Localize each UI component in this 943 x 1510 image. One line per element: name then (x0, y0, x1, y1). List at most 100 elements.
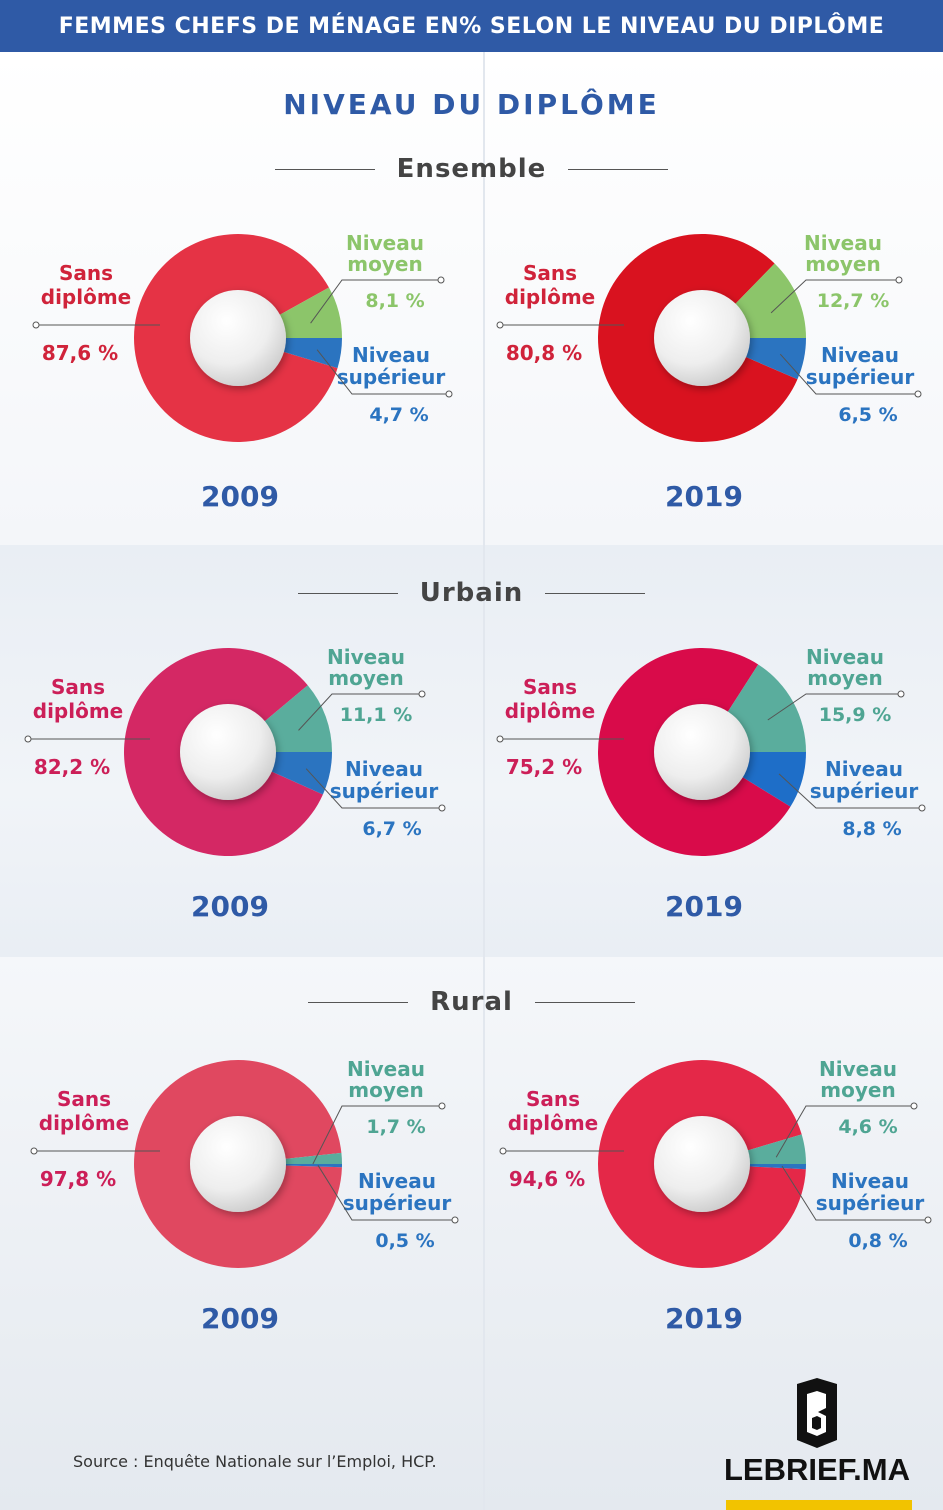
label-niveau-superieur-line2: supérieur (810, 779, 919, 803)
label-niveau-moyen-line1: Niveau (347, 1057, 425, 1081)
value-niveau-superieur: 4,7 % (369, 404, 428, 426)
leader-dot-niveau-moyen (438, 1102, 446, 1110)
donut-chart-ensemble-2009 (133, 233, 342, 442)
label-niveau-superieur-line2: supérieur (806, 365, 915, 389)
leader-dot-niveau-superieur (438, 804, 446, 812)
value-niveau-moyen: 12,7 % (817, 290, 890, 312)
leader-dot-niveau-moyen (437, 276, 445, 284)
page-header: FEMMES CHEFS DE MÉNAGE EN% SELON LE NIVE… (0, 0, 943, 52)
year-label: 2019 (665, 890, 743, 923)
label-niveau-moyen-line2: moyen (820, 1078, 895, 1102)
donut-chart-ensemble-2019 (598, 233, 806, 442)
label-sans-diplome-line1: Sans (523, 261, 577, 285)
value-niveau-moyen: 8,1 % (365, 290, 424, 312)
donut-hole (190, 290, 286, 386)
year-label: 2009 (201, 480, 279, 513)
label-sans-diplome-line1: Sans (59, 261, 113, 285)
logo-text: LEBRIEF.MA (724, 1452, 910, 1487)
leader-dot-sans-diplome (24, 735, 32, 743)
donut-hole (180, 704, 276, 800)
year-label: 2009 (191, 890, 269, 923)
label-niveau-superieur-line1: Niveau (831, 1169, 909, 1193)
value-niveau-moyen: 11,1 % (340, 704, 413, 726)
label-sans-diplome-line1: Sans (57, 1087, 111, 1111)
section-title-urbain: Urbain (0, 578, 943, 608)
leader-dot-sans-diplome (496, 321, 504, 329)
donut-hole (654, 1116, 750, 1212)
leader-dot-niveau-moyen (418, 690, 426, 698)
year-label: 2019 (665, 1302, 743, 1335)
leader-dot-niveau-superieur (445, 390, 453, 398)
label-sans-diplome-line2: diplôme (39, 1111, 130, 1135)
value-sans-diplome: 82,2 % (34, 755, 110, 779)
label-niveau-superieur-line2: supérieur (343, 1191, 452, 1215)
donut-chart-rural-2019 (598, 1059, 806, 1268)
label-niveau-superieur-line2: supérieur (816, 1191, 925, 1215)
year-label: 2009 (201, 1302, 279, 1335)
label-niveau-moyen-line2: moyen (807, 666, 882, 690)
source-note: Source : Enquête Nationale sur l’Emploi,… (73, 1452, 437, 1471)
label-sans-diplome-line1: Sans (526, 1087, 580, 1111)
value-niveau-superieur: 6,5 % (838, 404, 897, 426)
label-niveau-superieur-line1: Niveau (358, 1169, 436, 1193)
year-label: 2019 (665, 480, 743, 513)
leader-dot-niveau-superieur (918, 804, 926, 812)
main-title: NIVEAU DU DIPLÔME (283, 88, 660, 121)
leader-dot-sans-diplome (32, 321, 40, 329)
leader-niveau-superieur (779, 353, 916, 395)
donut-hole (190, 1116, 286, 1212)
label-niveau-superieur-line2: supérieur (330, 779, 439, 803)
leader-dot-niveau-superieur (451, 1216, 459, 1224)
leader-niveau-superieur (778, 773, 920, 809)
label-sans-diplome-line1: Sans (523, 675, 577, 699)
section-title-rural: Rural (0, 987, 943, 1017)
label-niveau-moyen-line1: Niveau (806, 645, 884, 669)
leader-niveau-moyen (775, 1105, 912, 1158)
logo-mark-icon (797, 1378, 837, 1448)
label-niveau-superieur-line1: Niveau (352, 343, 430, 367)
value-sans-diplome: 94,6 % (509, 1167, 585, 1191)
leader-dot-niveau-moyen (895, 276, 903, 284)
leader-niveau-moyen (767, 693, 899, 721)
leader-dot-sans-diplome (496, 735, 504, 743)
label-niveau-superieur-line2: supérieur (337, 365, 446, 389)
label-niveau-superieur-line1: Niveau (821, 343, 899, 367)
label-niveau-superieur-line1: Niveau (345, 757, 423, 781)
value-niveau-superieur: 8,8 % (842, 818, 901, 840)
leader-niveau-moyen (770, 279, 897, 314)
leader-dot-niveau-moyen (897, 690, 905, 698)
leader-dot-niveau-moyen (910, 1102, 918, 1110)
value-niveau-moyen: 1,7 % (366, 1116, 425, 1138)
value-sans-diplome: 97,8 % (40, 1167, 116, 1191)
donut-chart-urbain-2019 (597, 648, 806, 857)
value-niveau-moyen: 15,9 % (819, 704, 892, 726)
label-niveau-moyen-line1: Niveau (804, 231, 882, 255)
label-sans-diplome-line1: Sans (51, 675, 105, 699)
label-niveau-moyen-line2: moyen (805, 252, 880, 276)
label-niveau-moyen-line1: Niveau (819, 1057, 897, 1081)
section-band-rural (0, 957, 943, 1510)
label-sans-diplome-line2: diplôme (508, 1111, 599, 1135)
value-sans-diplome: 87,6 % (42, 341, 118, 365)
value-sans-diplome: 75,2 % (506, 755, 582, 779)
leader-niveau-superieur (317, 1165, 453, 1221)
brand-logo: LEBRIEF.MA (722, 1378, 912, 1510)
column-divider (483, 52, 485, 1510)
label-sans-diplome-line2: diplôme (33, 699, 124, 723)
value-sans-diplome: 80,8 % (506, 341, 582, 365)
donut-chart-rural-2009 (134, 1059, 342, 1268)
value-niveau-superieur: 0,5 % (375, 1230, 434, 1252)
leader-dot-sans-diplome (30, 1147, 38, 1155)
logo-underline (726, 1500, 912, 1510)
leader-niveau-moyen (298, 693, 420, 731)
label-sans-diplome-line2: diplôme (505, 699, 596, 723)
leader-niveau-moyen (310, 279, 439, 324)
label-sans-diplome-line2: diplôme (41, 285, 132, 309)
label-niveau-moyen-line1: Niveau (346, 231, 424, 255)
donut-hole (654, 704, 750, 800)
label-niveau-moyen-line2: moyen (348, 1078, 423, 1102)
label-sans-diplome-line2: diplôme (505, 285, 596, 309)
header-title: FEMMES CHEFS DE MÉNAGE EN% SELON LE NIVE… (58, 13, 885, 39)
leader-niveau-moyen (312, 1105, 440, 1165)
